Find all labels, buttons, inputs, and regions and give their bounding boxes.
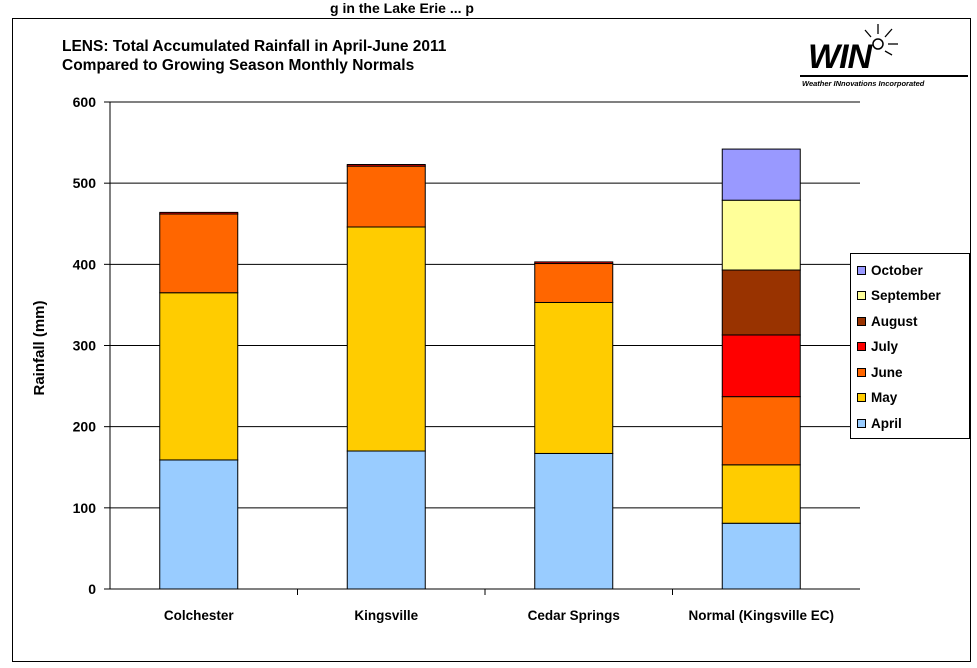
- x-category-label: Kingsville: [354, 608, 418, 623]
- legend-item-october: October: [857, 261, 923, 279]
- legend-label: September: [871, 288, 941, 303]
- cropped-banner-text: g in the Lake Erie ... p: [330, 0, 660, 18]
- x-category-label: Cedar Springs: [528, 608, 620, 623]
- chart-title-line-2: Compared to Growing Season Monthly Norma…: [62, 57, 415, 74]
- bar-april-1: [346, 450, 426, 590]
- legend-swatch: [857, 418, 866, 428]
- bar-april-2: [534, 452, 614, 590]
- legend-swatch: [857, 316, 866, 326]
- y-tick-labels: 0 100 200 300 400 500 600: [73, 94, 97, 597]
- bar-april-3: [721, 522, 801, 590]
- legend-swatch: [857, 342, 866, 351]
- legend-label: April: [871, 415, 902, 431]
- bar-october-3: [721, 148, 801, 201]
- y-tick-label: 200: [73, 419, 97, 435]
- y-tick-label: 100: [73, 500, 97, 516]
- legend-label: July: [871, 339, 899, 354]
- bar-may-0: [159, 292, 239, 461]
- legend-item-august: August: [857, 312, 918, 330]
- bar-june-0: [159, 213, 239, 294]
- bar-july-2: [534, 261, 614, 265]
- bar-july-0: [159, 211, 239, 215]
- bars: [159, 148, 801, 590]
- logo-tagline: Weather INnovations Incorporated: [802, 79, 925, 88]
- y-tick-label: 0: [88, 581, 96, 597]
- legend-swatch: [857, 367, 866, 377]
- chart-title-line-1: LENS: Total Accumulated Rainfall in Apri…: [62, 38, 447, 55]
- legend-item-april: April: [857, 414, 902, 432]
- bar-may-1: [346, 226, 426, 452]
- bar-september-3: [721, 199, 801, 271]
- sun-icon: [864, 24, 898, 56]
- axes: [104, 101, 860, 595]
- y-axis-label: Rainfall (mm): [31, 300, 48, 395]
- bar-august-3: [721, 269, 801, 336]
- legend-item-september: September: [857, 287, 941, 305]
- legend-item-july: July: [857, 338, 898, 356]
- x-category-labels: Colchester Kingsville Cedar Springs Normal …: [164, 608, 834, 623]
- logo-word: WIN: [808, 38, 872, 76]
- legend-swatch: [857, 291, 866, 300]
- y-tick-label: 300: [73, 338, 97, 354]
- win-logo: WIN Weather INnovations Incorporated: [800, 20, 970, 88]
- logo-rule: [800, 75, 968, 77]
- banner-text: g in the Lake Erie ... p: [330, 0, 474, 16]
- bar-may-3: [721, 464, 801, 524]
- legend-item-may: May: [857, 389, 897, 407]
- legend-label: October: [871, 262, 923, 278]
- bar-april-0: [159, 459, 239, 590]
- x-category-label: Colchester: [164, 608, 235, 623]
- bar-july-1: [346, 163, 426, 167]
- legend-swatch: [857, 393, 866, 402]
- legend: October September August July June May April: [850, 253, 970, 439]
- bar-july-3: [721, 334, 801, 398]
- bar-may-2: [534, 301, 614, 454]
- bar-june-2: [534, 263, 614, 303]
- x-category-label: Normal (Kingsville EC): [688, 608, 834, 623]
- y-tick-label: 600: [73, 94, 97, 110]
- y-tick-label: 400: [73, 256, 97, 272]
- legend-label: June: [871, 364, 903, 380]
- bar-june-1: [346, 165, 426, 228]
- bar-june-3: [721, 396, 801, 466]
- y-tick-label: 500: [73, 175, 97, 191]
- legend-swatch: [857, 265, 866, 275]
- legend-item-june: June: [857, 363, 903, 381]
- legend-label: May: [871, 390, 898, 405]
- legend-label: August: [871, 313, 918, 329]
